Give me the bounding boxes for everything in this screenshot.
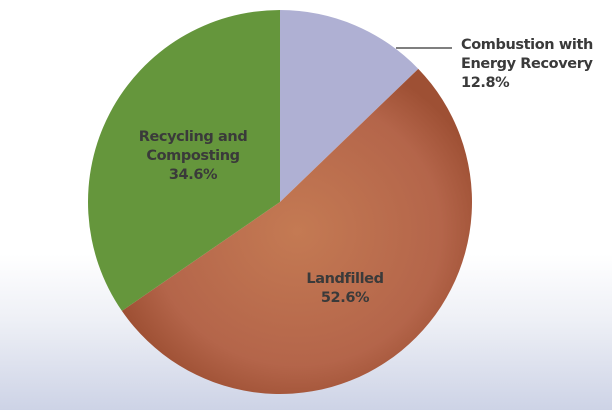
label-landfilled-value: 52.6%	[320, 290, 370, 306]
label-recycling-line2: Composting	[146, 148, 240, 164]
slice-landfilled	[121, 68, 472, 394]
label-recycling-line1: Recycling and	[138, 129, 248, 145]
label-landfilled: Landfilled 52.6%	[290, 270, 400, 308]
label-recycling: Recycling and Composting 34.6%	[128, 128, 258, 185]
slice-recycling	[88, 10, 281, 311]
label-landfilled-line1: Landfilled	[306, 271, 384, 287]
label-combustion-line1: Combustion with	[461, 37, 593, 53]
label-combustion-value: 12.8%	[461, 75, 510, 91]
label-combustion: Combustion with Energy Recovery 12.8%	[461, 36, 593, 93]
label-combustion-line2: Energy Recovery	[461, 56, 593, 72]
slice-combustion	[280, 10, 419, 202]
label-recycling-value: 34.6%	[168, 167, 218, 183]
